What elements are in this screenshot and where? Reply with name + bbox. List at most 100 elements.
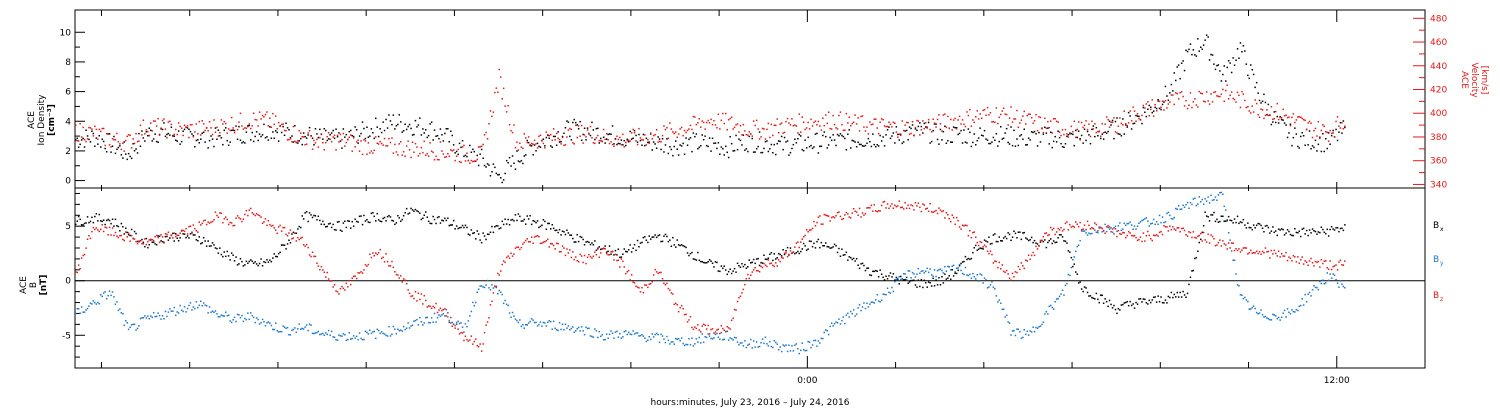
bottom-data-point-bx <box>882 276 884 279</box>
bottom-data-point-by <box>801 342 803 344</box>
bottom-data-point-by <box>229 320 231 322</box>
top-data-point <box>441 150 443 152</box>
bottom-data-point-by <box>1217 194 1220 196</box>
bottom-data-point-bx <box>527 218 530 220</box>
bottom-data-point-bz <box>597 248 599 250</box>
bottom-data-point-bz <box>216 214 218 217</box>
top-data-point <box>1035 133 1037 135</box>
top-data-point <box>310 135 312 137</box>
top-data-point <box>877 145 880 147</box>
bottom-data-point-by <box>982 282 984 284</box>
bottom-data-point-bx <box>1111 307 1114 309</box>
top-data-point <box>1086 128 1089 131</box>
bottom-data-point-bz <box>739 295 742 297</box>
top-data-point <box>1055 120 1058 123</box>
bottom-data-point-bx <box>1179 291 1181 294</box>
top-data-point <box>842 129 845 132</box>
bottom-data-point-by <box>179 304 181 307</box>
bottom-data-point-bz <box>1291 260 1293 262</box>
bottom-data-point-by <box>829 325 831 328</box>
bottom-data-point-bx <box>923 279 925 282</box>
bottom-data-point-bz <box>633 282 636 284</box>
bottom-data-point-bx <box>436 216 439 219</box>
bottom-data-point-bx <box>530 223 533 226</box>
top-data-point <box>1032 122 1034 124</box>
bottom-data-point-by <box>1304 293 1306 296</box>
bottom-data-point-bx <box>1188 283 1190 286</box>
bottom-data-point-by <box>1301 298 1303 300</box>
bottom-data-point-by <box>727 339 730 341</box>
bottom-data-point-bx <box>377 219 380 221</box>
bottom-data-point-bz <box>323 271 325 273</box>
bottom-data-point-bz <box>585 262 587 265</box>
bottom-data-point-bz <box>832 216 834 218</box>
top-data-point <box>941 139 943 141</box>
top-data-point <box>1163 109 1165 111</box>
bottom-data-point-bz <box>911 205 914 207</box>
top-data-point <box>1197 106 1199 108</box>
bottom-data-point-bz <box>369 253 371 256</box>
bottom-data-point-bz <box>1042 236 1045 238</box>
bottom-data-point-bz <box>254 214 256 217</box>
bottom-data-point-bz <box>1038 245 1040 247</box>
bottom-data-point-bx <box>655 236 658 239</box>
bottom-data-point-by <box>588 327 590 329</box>
bottom-data-point-bz <box>472 343 474 345</box>
bottom-data-point-bx <box>1135 301 1137 304</box>
bottom-data-point-bx <box>572 237 574 240</box>
bottom-data-points <box>75 191 1346 355</box>
top-data-point <box>642 139 645 141</box>
top-data-point <box>700 126 702 128</box>
top-data-point <box>1267 114 1270 117</box>
bottom-data-point-bz <box>1000 268 1002 270</box>
bottom-data-point-by <box>757 346 759 348</box>
top-data-point <box>500 177 502 179</box>
bottom-data-point-by <box>570 327 573 330</box>
bottom-data-point-bx <box>585 241 587 243</box>
bottom-data-point-bx <box>1270 230 1273 232</box>
bottom-data-point-bz <box>635 285 637 287</box>
top-data-point <box>760 151 762 154</box>
bottom-data-point-bx <box>422 217 424 219</box>
bottom-data-point-by <box>638 335 640 337</box>
bottom-data-point-bx <box>916 286 918 288</box>
top-data-point <box>916 119 918 122</box>
top-data-point <box>1017 126 1020 128</box>
bottom-data-point-bz <box>788 253 790 256</box>
bottom-data-point-bx <box>358 215 361 218</box>
top-data-point <box>497 174 499 176</box>
bottom-data-point-by <box>517 321 520 324</box>
top-data-point <box>1139 119 1142 121</box>
bottom-data-point-bz <box>976 241 978 244</box>
bottom-data-point-by <box>472 301 474 304</box>
bottom-data-point-bx <box>497 225 499 227</box>
bottom-data-point-bz <box>1317 260 1320 263</box>
bottom-data-point-bz <box>676 304 678 306</box>
bottom-data-point-bz <box>632 281 634 283</box>
bottom-data-point-by <box>189 302 192 304</box>
top-data-point <box>763 128 765 130</box>
top-data-point <box>1160 106 1162 108</box>
bottom-data-point-bz <box>279 224 281 227</box>
bottom-data-point-bz <box>330 280 333 282</box>
bottom-data-point-bx <box>492 231 495 234</box>
bottom-data-point-bz <box>1058 229 1061 231</box>
bottom-data-point-by <box>1086 234 1089 236</box>
top-data-point <box>807 121 809 124</box>
top-data-point <box>1295 133 1298 135</box>
top-data-point <box>338 141 340 143</box>
top-data-point <box>254 135 256 138</box>
top-data-point <box>447 153 449 155</box>
bottom-data-point-bz <box>379 248 381 251</box>
top-data-point <box>127 134 130 136</box>
bottom-data-point-by <box>716 332 718 335</box>
bottom-data-point-by <box>925 270 927 272</box>
bottom-data-point-by <box>1030 331 1033 333</box>
bottom-data-point-bx <box>314 215 317 217</box>
bottom-data-point-by <box>1007 321 1009 323</box>
top-data-point <box>1082 142 1084 144</box>
bottom-data-point-by <box>352 335 355 337</box>
top-data-point <box>701 134 703 136</box>
bottom-data-point-bz <box>1002 270 1005 273</box>
bottom-data-point-by <box>947 265 949 268</box>
